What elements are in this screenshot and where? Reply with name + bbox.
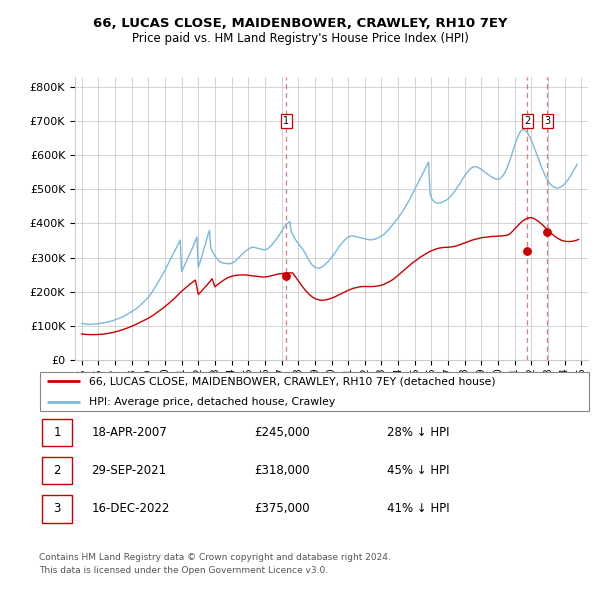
FancyBboxPatch shape [42,418,72,446]
FancyBboxPatch shape [42,457,72,484]
FancyBboxPatch shape [42,495,72,523]
Text: £245,000: £245,000 [254,425,310,439]
Text: 1: 1 [283,116,289,126]
Text: Contains HM Land Registry data © Crown copyright and database right 2024.: Contains HM Land Registry data © Crown c… [39,553,391,562]
Text: 3: 3 [544,116,550,126]
Text: £318,000: £318,000 [254,464,310,477]
Point [523,247,532,256]
Text: 41% ↓ HPI: 41% ↓ HPI [387,502,449,516]
Text: 66, LUCAS CLOSE, MAIDENBOWER, CRAWLEY, RH10 7EY: 66, LUCAS CLOSE, MAIDENBOWER, CRAWLEY, R… [93,17,507,30]
Text: This data is licensed under the Open Government Licence v3.0.: This data is licensed under the Open Gov… [39,566,328,575]
Text: 66, LUCAS CLOSE, MAIDENBOWER, CRAWLEY, RH10 7EY (detached house): 66, LUCAS CLOSE, MAIDENBOWER, CRAWLEY, R… [89,376,496,386]
Point [542,227,552,237]
Text: 18-APR-2007: 18-APR-2007 [91,425,167,439]
Point [281,271,291,281]
Text: £375,000: £375,000 [254,502,310,516]
Text: 1: 1 [53,425,61,439]
Text: 2: 2 [53,464,61,477]
Text: Price paid vs. HM Land Registry's House Price Index (HPI): Price paid vs. HM Land Registry's House … [131,32,469,45]
FancyBboxPatch shape [40,372,589,411]
Text: 16-DEC-2022: 16-DEC-2022 [91,502,170,516]
Text: HPI: Average price, detached house, Crawley: HPI: Average price, detached house, Craw… [89,398,335,407]
Text: 28% ↓ HPI: 28% ↓ HPI [387,425,449,439]
Text: 2: 2 [524,116,530,126]
Text: 45% ↓ HPI: 45% ↓ HPI [387,464,449,477]
Text: 29-SEP-2021: 29-SEP-2021 [91,464,167,477]
Text: 3: 3 [53,502,61,516]
